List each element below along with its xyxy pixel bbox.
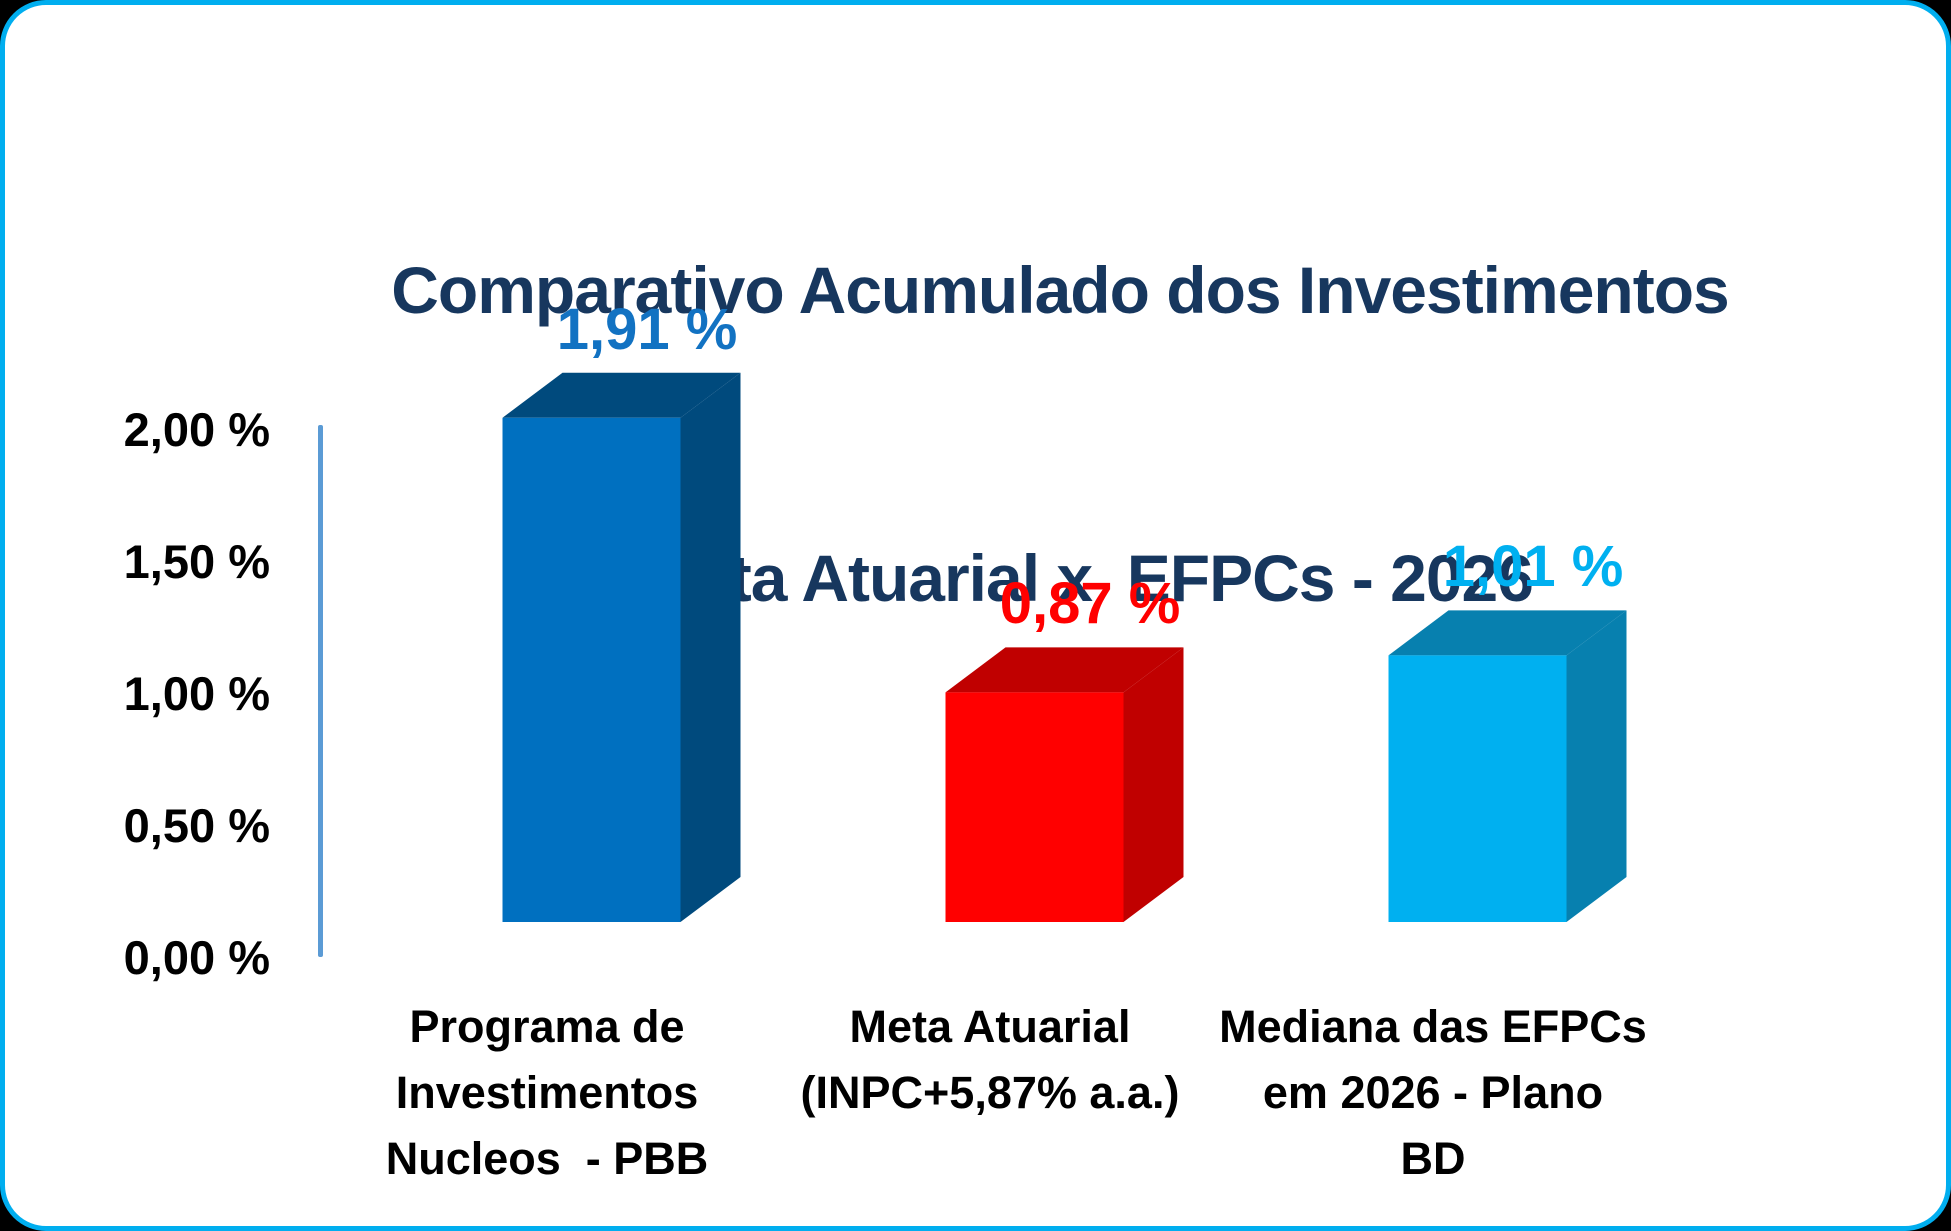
category-label-line: Programa de (409, 1001, 685, 1052)
y-tick-label-1: 1,50 % (123, 535, 270, 588)
title-line-2: x Meta Atuarial x EFPCs - 2026 (587, 541, 1534, 615)
bar-side-face-1 (1123, 647, 1184, 922)
bar-side-face-0 (680, 372, 741, 922)
value-label-1: 0,87 % (999, 571, 1181, 637)
category-label-line: (INPC+5,87% a.a.) (800, 1067, 1180, 1118)
category-label-line: Meta Atuarial (849, 1001, 1131, 1052)
bar-group-0 (502, 372, 741, 922)
value-label-0: 1,91 % (556, 296, 738, 362)
bar-top-face-1 (945, 647, 1184, 693)
category-label-line: Investimentos (395, 1067, 699, 1118)
bar-group-1 (945, 647, 1184, 922)
category-label-0: Programa de Investimentos Nucleos - PBB (317, 994, 777, 1192)
bar-front-face-1 (945, 692, 1124, 922)
y-tick-label-2: 1,00 % (123, 667, 270, 720)
bar-top-face-0 (502, 372, 741, 418)
category-label-line: em 2026 - Plano (1262, 1067, 1604, 1118)
y-axis-line (318, 425, 323, 957)
bar-front-face-0 (502, 417, 681, 922)
chart-title: Comparativo Acumulado dos Investimentos … (170, 50, 1950, 818)
bar-group-2 (1388, 610, 1627, 922)
category-label-line: BD (1400, 1133, 1466, 1184)
y-tick-label-3: 0,50 % (123, 799, 270, 852)
bar-top-face-2 (1388, 610, 1627, 656)
category-label-line: Nucleos - PBB (385, 1133, 709, 1184)
category-label-2: Mediana das EFPCs em 2026 - Plano BD (1203, 994, 1663, 1192)
y-tick-label-0: 2,00 % (123, 403, 270, 456)
bar-side-face-2 (1566, 610, 1627, 922)
bar-front-face-2 (1388, 655, 1567, 922)
title-line-1: Comparativo Acumulado dos Investimentos (391, 253, 1729, 327)
category-label-line: Mediana das EFPCs (1219, 1001, 1647, 1052)
category-label-1: Meta Atuarial (INPC+5,87% a.a.) (760, 994, 1220, 1126)
value-label-2: 1,01 % (1442, 534, 1624, 600)
y-tick-label-4: 0,00 % (123, 931, 270, 984)
